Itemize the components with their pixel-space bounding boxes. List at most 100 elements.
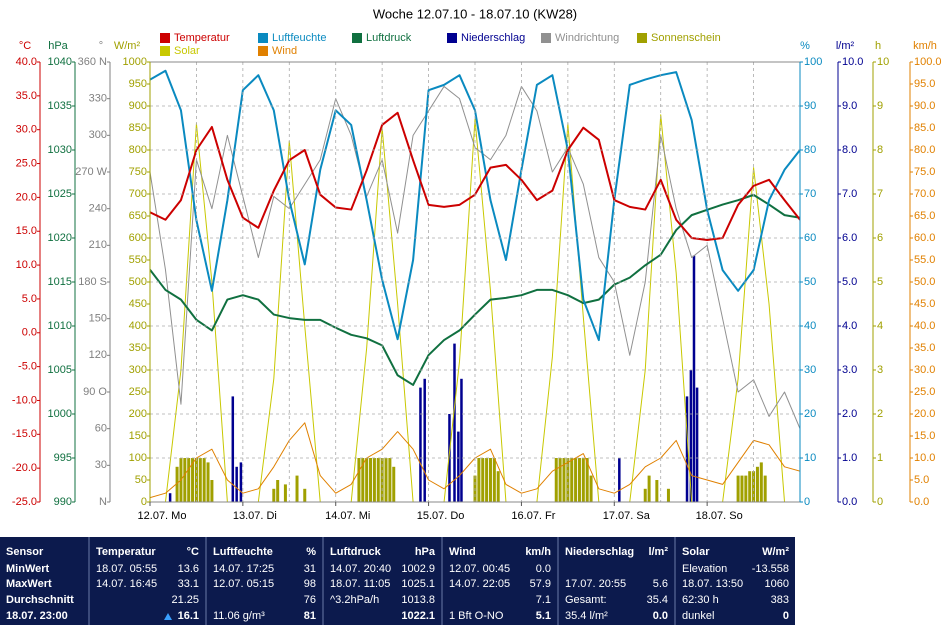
bar (235, 466, 238, 502)
tick-label: 300 (129, 364, 147, 376)
legend-label: Luftdruck (366, 32, 412, 44)
tick-label: 5.0 (842, 276, 857, 288)
bar (744, 475, 748, 502)
tick-label: 1030 (48, 144, 72, 156)
legend-label: Wind (272, 45, 297, 57)
bar (755, 466, 759, 502)
bar (558, 458, 562, 502)
tick-label: 150 (129, 430, 147, 442)
tick-label: 0 (804, 496, 810, 508)
tick-label: 150 (89, 313, 107, 325)
cell-value: 35.4 (647, 594, 668, 606)
tick-label: 10 (804, 452, 816, 464)
tick-label: 1.0 (842, 452, 857, 464)
tick-label: 2.0 (842, 408, 857, 420)
bar (423, 378, 426, 502)
bar (361, 458, 365, 502)
tick-label: 20.0 (914, 408, 935, 420)
bar (202, 458, 206, 502)
cell-label: 35.4 l/m² (565, 610, 608, 622)
axis-unit: ° (99, 40, 103, 52)
tick-label: 50 (135, 474, 147, 486)
bar (191, 458, 195, 502)
tick-label: 800 (129, 144, 147, 156)
tick-label: 500 (129, 276, 147, 288)
bar (481, 458, 485, 502)
x-tick-label: 17.07. Sa (603, 510, 651, 522)
bar (198, 458, 202, 502)
axis-unit: h (875, 40, 881, 52)
tick-label: 100.0 (914, 56, 942, 68)
x-tick-label: 13.07. Di (233, 510, 277, 522)
legend-swatch (160, 33, 170, 43)
bar (448, 414, 451, 502)
bar (577, 458, 581, 502)
bar (239, 462, 243, 502)
tick-label: 30.0 (16, 124, 37, 136)
tick-label: 15.0 (16, 225, 37, 237)
x-tick-label: 15.07. Do (417, 510, 465, 522)
tick-label: 70.0 (914, 188, 935, 200)
tick-label: 30 (95, 459, 107, 471)
bar (357, 458, 361, 502)
tick-label: 700 (129, 188, 147, 200)
tick-label: 600 (129, 232, 147, 244)
cell-value: 1002.9 (401, 563, 435, 575)
bar (740, 475, 744, 502)
cell-label: 12.07. 00:45 (449, 563, 510, 575)
cell-label: 18.07. 23:00 (6, 610, 68, 622)
tick-label: 35.0 (914, 342, 935, 354)
tick-label: -10.0 (12, 394, 37, 406)
tick-label: 5.0 (22, 293, 37, 305)
tick-label: 950 (129, 78, 147, 90)
tick-label: 80.0 (914, 144, 935, 156)
x-tick-label: 12.07. Mo (138, 510, 187, 522)
bar (485, 458, 489, 502)
bar (276, 480, 280, 502)
cell-value: 0.0 (653, 610, 668, 622)
bar (496, 471, 500, 502)
bar (581, 458, 585, 502)
legend-label: Solar (174, 45, 200, 57)
cell-value: 76 (304, 594, 316, 606)
x-tick-label: 14.07. Mi (325, 510, 370, 522)
legend-swatch (541, 33, 551, 43)
bar (194, 458, 198, 502)
bar (492, 458, 496, 502)
tick-label: 40.0 (16, 56, 37, 68)
tick-label: 6 (877, 232, 883, 244)
tick-label: 0.0 (842, 496, 857, 508)
cell-label: 17.07. 20:55 (565, 578, 626, 590)
tick-label: 8.0 (842, 144, 857, 156)
column-header: Luftdruck (330, 546, 382, 558)
tick-label: 20.0 (16, 191, 37, 203)
cell-label: 14.07. 17:25 (213, 563, 274, 575)
legend-swatch (447, 33, 457, 43)
tick-label: 650 (129, 210, 147, 222)
cell-label: ^3.2hPa/h (330, 594, 379, 606)
tick-label: 100 (804, 56, 822, 68)
tick-label: 4.0 (842, 320, 857, 332)
cell-value: 21.25 (171, 594, 199, 606)
cell-value: 1060 (765, 578, 789, 590)
bar (689, 370, 693, 502)
summary-table-bg (0, 537, 795, 625)
bar (392, 466, 396, 502)
trend-icon (164, 613, 172, 620)
tick-label: 995 (54, 452, 72, 464)
tick-label: 10 (877, 56, 889, 68)
tick-label: 95.0 (914, 78, 935, 90)
tick-label: 70 (804, 188, 816, 200)
tick-label: 9.0 (842, 100, 857, 112)
bar (384, 458, 388, 502)
cell-value: 98 (304, 578, 316, 590)
tick-label: 180 S (78, 276, 107, 288)
tick-label: 5.0 (914, 474, 929, 486)
x-tick-label: 18.07. So (696, 510, 743, 522)
bar (488, 458, 492, 502)
tick-label: 450 (129, 298, 147, 310)
tick-label: 100 (129, 452, 147, 464)
column-header: Solar (682, 546, 710, 558)
bar (231, 396, 235, 502)
